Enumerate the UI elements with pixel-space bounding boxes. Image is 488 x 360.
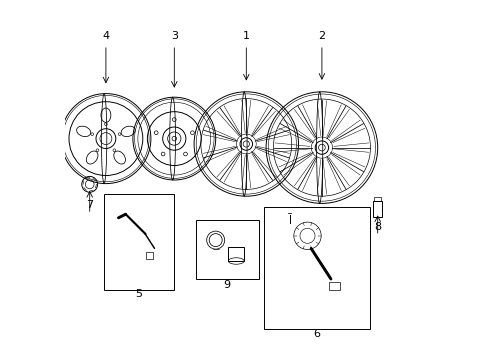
Bar <box>196 220 258 279</box>
Text: 4: 4 <box>102 31 109 41</box>
Text: 3: 3 <box>170 31 178 41</box>
Text: 7: 7 <box>86 200 93 210</box>
Bar <box>104 194 174 290</box>
Text: 5: 5 <box>135 289 142 300</box>
Text: 6: 6 <box>313 329 320 339</box>
Text: 8: 8 <box>373 222 381 232</box>
Bar <box>328 282 340 290</box>
Text: 9: 9 <box>223 280 230 290</box>
Bar <box>145 252 153 259</box>
Bar <box>374 197 380 201</box>
Bar <box>372 201 382 217</box>
Bar <box>228 247 244 261</box>
Bar <box>264 207 370 329</box>
Text: 1: 1 <box>243 31 249 41</box>
Text: 2: 2 <box>318 31 325 41</box>
